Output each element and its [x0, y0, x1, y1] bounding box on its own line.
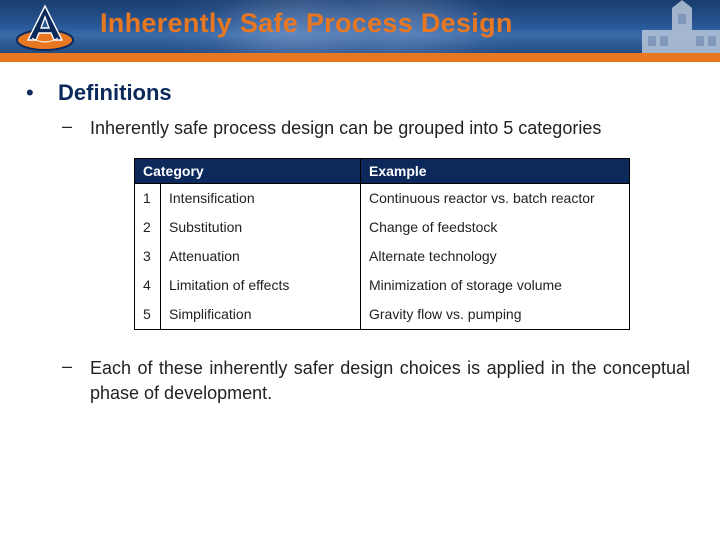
- cell-category: Simplification: [161, 300, 361, 330]
- slide: Inherently Safe Process Design • Definit…: [0, 0, 720, 540]
- cell-example: Gravity flow vs. pumping: [361, 300, 630, 330]
- cell-num: 3: [135, 242, 161, 271]
- table-row: 2 Substitution Change of feedstock: [135, 213, 630, 242]
- table-row: 5 Simplification Gravity flow vs. pumpin…: [135, 300, 630, 330]
- cell-example: Minimization of storage volume: [361, 271, 630, 300]
- table-body: 1 Intensification Continuous reactor vs.…: [135, 184, 630, 330]
- table-header-row: Category Example: [135, 159, 630, 184]
- categories-table: Category Example 1 Intensification Conti…: [134, 158, 630, 330]
- col-header-example: Example: [361, 159, 630, 184]
- sub-bullet-text: Inherently safe process design can be gr…: [90, 116, 696, 140]
- col-header-category: Category: [135, 159, 361, 184]
- cell-category: Substitution: [161, 213, 361, 242]
- cell-category: Intensification: [161, 184, 361, 214]
- au-logo-icon: [14, 2, 76, 52]
- cell-num: 4: [135, 271, 161, 300]
- dash-marker: –: [62, 116, 90, 137]
- cell-num: 2: [135, 213, 161, 242]
- cell-example: Alternate technology: [361, 242, 630, 271]
- tower-illustration-icon: [630, 0, 720, 53]
- table-row: 3 Attenuation Alternate technology: [135, 242, 630, 271]
- bullet-level2: – Inherently safe process design can be …: [24, 116, 696, 140]
- categories-table-wrap: Category Example 1 Intensification Conti…: [134, 158, 630, 330]
- cell-num: 1: [135, 184, 161, 214]
- dash-marker: –: [62, 356, 90, 377]
- cell-num: 5: [135, 300, 161, 330]
- cell-category: Limitation of effects: [161, 271, 361, 300]
- bullet-level1: • Definitions: [24, 80, 696, 106]
- cell-example: Change of feedstock: [361, 213, 630, 242]
- table-row: 1 Intensification Continuous reactor vs.…: [135, 184, 630, 214]
- title-banner: Inherently Safe Process Design: [0, 0, 720, 62]
- cell-example: Continuous reactor vs. batch reactor: [361, 184, 630, 214]
- slide-title: Inherently Safe Process Design: [100, 8, 513, 39]
- banner-stripe: [0, 53, 720, 62]
- table-row: 4 Limitation of effects Minimization of …: [135, 271, 630, 300]
- bullet-text: Definitions: [58, 80, 172, 106]
- bullet-level2: – Each of these inherently safer design …: [24, 356, 696, 405]
- bullet-marker: •: [24, 80, 58, 106]
- cell-category: Attenuation: [161, 242, 361, 271]
- sub-bullet-text: Each of these inherently safer design ch…: [90, 356, 696, 405]
- slide-content: • Definitions – Inherently safe process …: [0, 80, 720, 423]
